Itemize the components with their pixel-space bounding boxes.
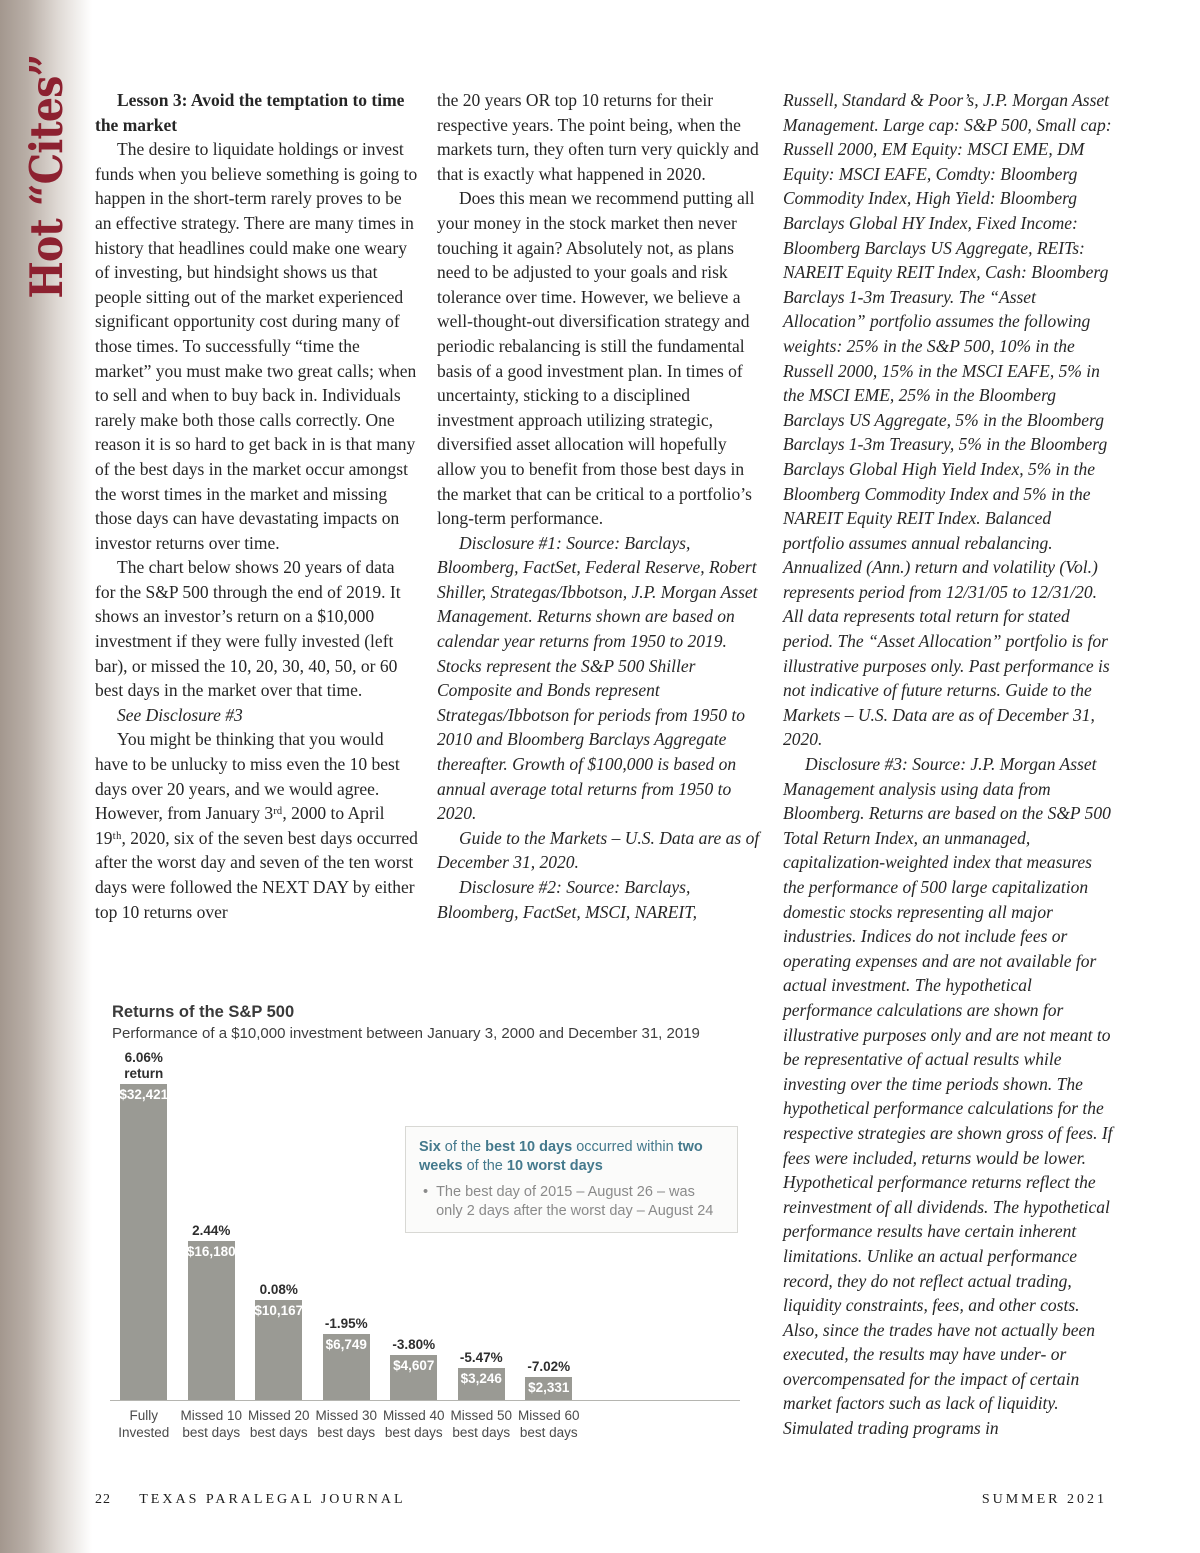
bar: $10,167 [254,1300,304,1400]
bar-group: 6.06% return $32,421 [110,1050,178,1400]
x-axis-category-label: Fully Invested [118,1408,170,1440]
callout-heading-part: occurred within [572,1139,678,1155]
x-axis-category-label: Missed 60 best days [517,1408,580,1440]
bar: $4,607 [390,1355,438,1400]
bar-value-label: $10,167 [254,1303,304,1318]
bar-percent-label: -1.95% [324,1315,368,1331]
issue-label: SUMMER 2021 [981,1492,1107,1507]
paragraph: Disclosure #2: Source: Barclays, Bloombe… [437,877,698,922]
bar-group: 2.44% $16,180 [178,1050,246,1400]
paragraph: See Disclosure #3 [117,704,243,725]
callout-bullet: • The best day of 2015 – August 26 – was… [419,1183,724,1220]
sp500-returns-chart: Returns of the S&P 500 Performance of a … [110,1003,750,1463]
footer-left: 22 TEXAS PARALEGAL JOURNAL [95,1492,406,1508]
bar-percent-label: -3.80% [392,1336,436,1352]
paragraph: Guide to the Markets – U.S. Data are as … [437,827,760,873]
journal-name: TEXAS PARALEGAL JOURNAL [139,1492,406,1507]
bar-group: -7.02% $2,331 [515,1050,583,1400]
paragraph: You might be thinking that you would hav… [95,729,418,922]
page-number: 22 [95,1492,111,1507]
bar: $32,421 [119,1084,169,1400]
bar-percent-label: -5.47% [459,1349,503,1365]
chart-subtitle: Performance of a $10,000 investment betw… [112,1025,700,1042]
callout-heading-part: Six [419,1139,441,1155]
bar-group: 0.08% $10,167 [245,1050,313,1400]
text-column-2: the 20 years OR top 10 returns for their… [437,88,761,924]
bar-percent-label: 2.44% [192,1222,231,1238]
callout-heading-part: of the [440,1139,486,1155]
callout-heading-part: of the [462,1157,507,1174]
bar-percent-label: -7.02% [527,1358,571,1374]
bar: $16,180 [186,1241,236,1400]
text-column-3: Russell, Standard & Poor’s, J.P. Morgan … [783,88,1113,1441]
callout-heading-part: best 10 days [485,1139,573,1155]
bar-group: -5.47% $3,246 [448,1050,516,1400]
bar-value-label: $2,331 [528,1380,570,1395]
bar: $2,331 [525,1377,573,1400]
x-axis-labels: Fully Invested Missed 10 best days Missed … [110,1408,740,1441]
callout-heading-part: two weeks [419,1139,703,1174]
bar: $6,749 [322,1334,370,1400]
x-axis-category-label: Missed 20 best days [247,1408,310,1440]
paragraph: The desire to liquidate holdings or inve… [95,139,418,553]
bar-value-label: $16,180 [186,1244,236,1259]
chart-title: Returns of the S&P 500 [112,1003,295,1021]
paragraph: The chart below shows 20 years of data f… [95,557,401,701]
paragraph: Does this mean we recommend putting all … [437,188,755,529]
callout-heading-part: 10 worst days [506,1157,603,1174]
bar-value-label: $6,749 [325,1337,367,1352]
callout-heading: Six of the best 10 days occurred within … [419,1138,724,1175]
bar-percent-label: 0.08% [259,1281,298,1297]
x-axis-category-label: Missed 10 best days [180,1408,243,1440]
bar-value-label: $4,607 [393,1358,435,1373]
chart-callout-box: Six of the best 10 days occurred within … [405,1126,738,1233]
page-edge-gradient [0,0,92,1553]
bar-value-label: $3,246 [460,1371,502,1386]
bar-group: -3.80% $4,607 [380,1050,448,1400]
x-axis-category-label: Missed 40 best days [382,1408,445,1440]
bar-series: 6.06% return $32,421 2.44% $16,180 0.08% $10,… [110,1050,740,1401]
bar: $3,246 [457,1368,505,1400]
paragraph: the 20 years OR top 10 returns for their… [437,90,759,184]
callout-bullet-text: The best day of 2015 – August 26 – was o… [436,1184,714,1219]
x-axis-category-label: Missed 30 best days [315,1408,378,1440]
paragraph: Disclosure #3: Source: J.P. Morgan Asset… [783,754,1113,1439]
bar-value-label: $32,421 [119,1087,169,1102]
paragraph: Disclosure #1: Source: Barclays, Bloombe… [437,532,758,824]
x-axis-category-label: Missed 50 best days [450,1408,513,1440]
bar-percent-label: 6.06% return [124,1050,164,1081]
paragraph: Russell, Standard & Poor’s, J.P. Morgan … [783,90,1112,750]
section-title-hot-cites: Hot “Cites” [20,54,73,299]
page-footer: 22 TEXAS PARALEGAL JOURNAL SUMMER 2021 [95,1492,1107,1508]
bar-group: -1.95% $6,749 [313,1050,381,1400]
paragraph: Lesson 3: Avoid the temptation to time t… [95,90,405,135]
text-column-1: Lesson 3: Avoid the temptation to time t… [95,88,418,924]
bullet-dot-icon: • [423,1184,429,1200]
chart-plot-area: 6.06% return $32,421 2.44% $16,180 0.08% $10,… [110,1050,750,1441]
